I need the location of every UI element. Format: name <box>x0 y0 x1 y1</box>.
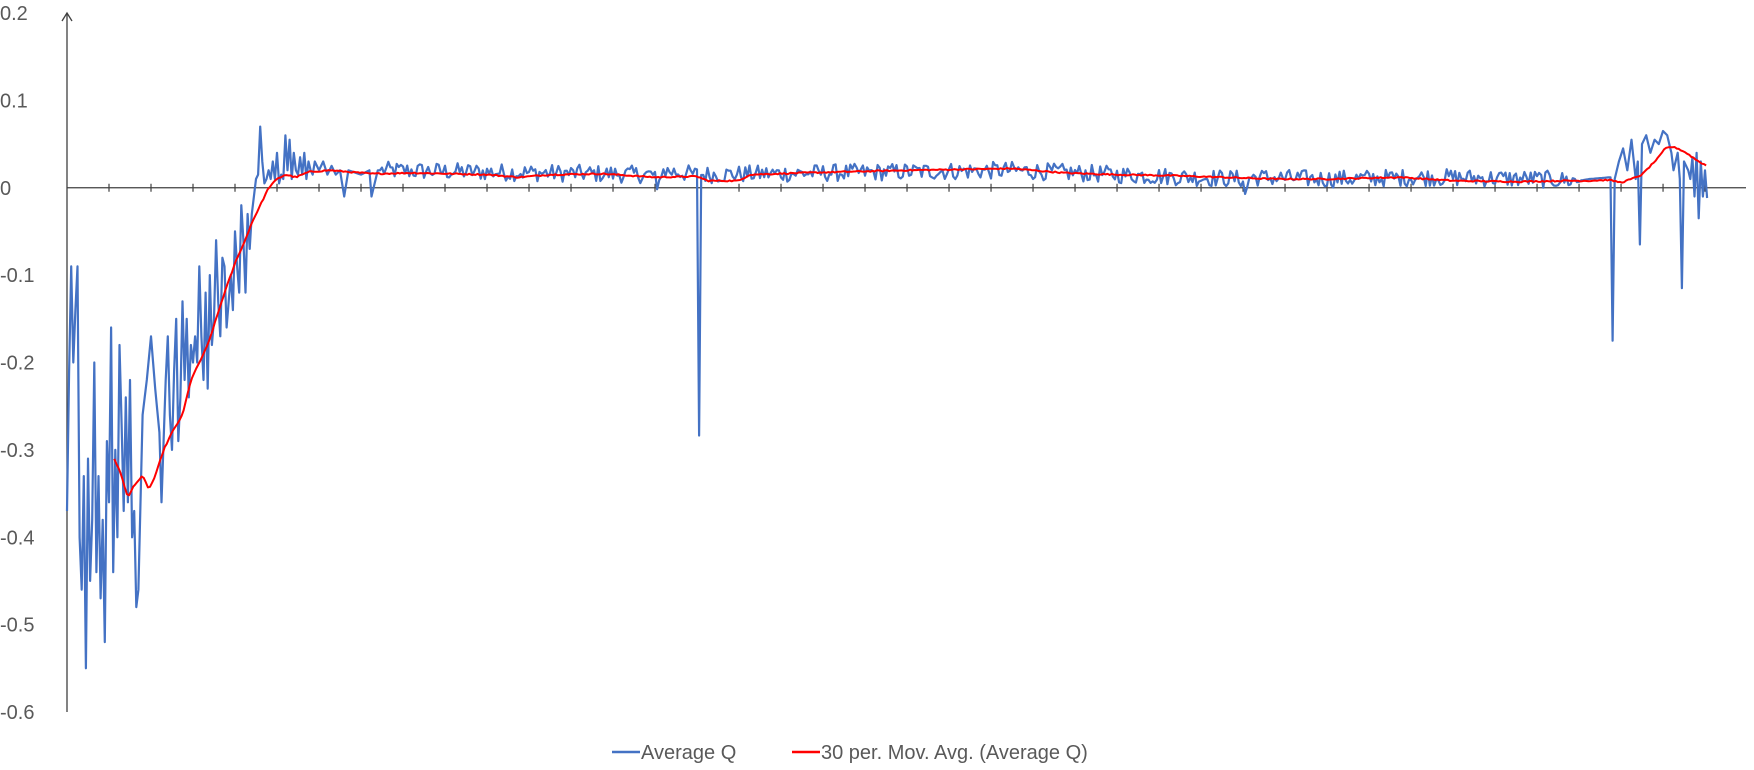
series-average-q-line <box>65 125 1709 670</box>
y-axis-tick-labels: 0.2 0.1 0 -0.1 -0.2 -0.3 -0.4 -0.5 -0.6 <box>0 3 34 724</box>
y-tick-label: -0.1 <box>0 265 34 287</box>
y-tick-label: -0.5 <box>0 615 34 637</box>
y-tick-label: 0.2 <box>0 3 28 25</box>
series-moving-average-line <box>113 146 1707 497</box>
x-axis-ticks <box>108 183 1706 192</box>
legend: Average Q 30 per. Mov. Avg. (Average Q) <box>612 742 1088 764</box>
y-tick-label: 0.1 <box>0 90 28 112</box>
legend-label-moving-average: 30 per. Mov. Avg. (Average Q) <box>821 742 1088 764</box>
y-tick-label: -0.3 <box>0 440 34 462</box>
y-tick-label: -0.2 <box>0 353 34 375</box>
y-axis-arrow <box>61 11 73 22</box>
y-tick-label: 0 <box>0 178 11 200</box>
y-tick-label: -0.4 <box>0 527 34 549</box>
legend-label-average-q: Average Q <box>641 742 736 764</box>
y-tick-label: -0.6 <box>0 702 34 724</box>
